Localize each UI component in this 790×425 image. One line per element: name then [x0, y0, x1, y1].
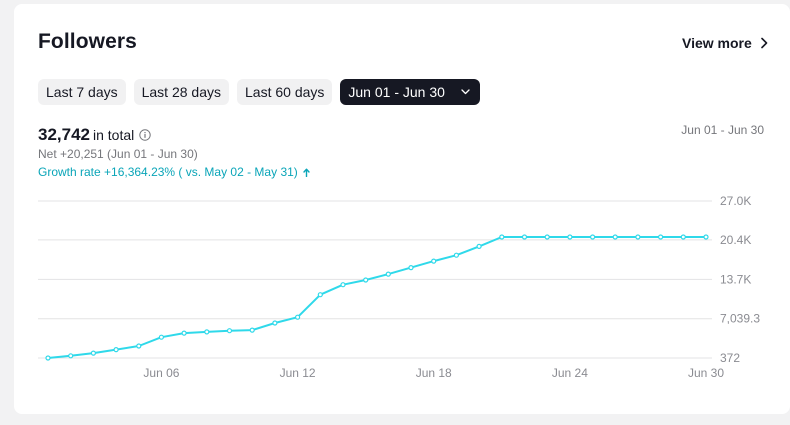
data-point[interactable] [612, 234, 618, 240]
y-tick-label: 7,039.3 [720, 312, 760, 326]
filter-custom-range-dropdown[interactable]: Jun 01 - Jun 30 [340, 79, 480, 105]
card-title: Followers [38, 30, 137, 53]
filter-label: Jun 01 - Jun 30 [348, 84, 445, 100]
data-point[interactable] [158, 334, 164, 340]
info-icon[interactable] [139, 129, 151, 141]
data-point[interactable] [521, 234, 528, 240]
followers-card: Followers View more Last 7 days Last 28 … [14, 4, 790, 414]
y-tick-label: 27.0K [720, 194, 751, 208]
x-tick-label: Jun 06 [143, 366, 179, 380]
chevron-down-icon [461, 89, 470, 95]
data-point[interactable] [453, 252, 459, 258]
y-tick-label: 13.7K [720, 272, 751, 286]
data-point[interactable] [363, 277, 369, 283]
y-tick-label: 20.4K [720, 233, 751, 247]
data-point[interactable] [431, 258, 437, 264]
filter-last-7-days[interactable]: Last 7 days [38, 79, 126, 105]
data-point[interactable] [113, 347, 119, 353]
data-point[interactable] [68, 353, 74, 359]
data-point[interactable] [249, 327, 255, 333]
data-point[interactable] [567, 234, 573, 240]
data-point[interactable] [476, 243, 482, 249]
data-point[interactable] [680, 234, 686, 240]
data-point[interactable] [385, 271, 391, 277]
data-point[interactable] [295, 314, 301, 320]
data-point[interactable] [272, 320, 278, 326]
followers-series-line [47, 236, 706, 359]
y-tick-label: 372 [720, 351, 740, 365]
chart-range-label: Jun 01 - Jun 30 [681, 123, 764, 137]
total-followers: 32,742 in total [38, 125, 151, 145]
x-tick-label: Jun 12 [280, 366, 316, 380]
filter-last-60-days[interactable]: Last 60 days [237, 79, 333, 105]
data-point[interactable] [589, 234, 596, 240]
data-point[interactable] [204, 329, 210, 335]
data-point[interactable] [408, 265, 414, 271]
growth-rate-text: Growth rate +16,364.23% ( vs. May 02 - M… [38, 165, 298, 179]
filter-label: Last 60 days [245, 84, 325, 100]
data-point[interactable] [136, 343, 142, 349]
net-change: Net +20,251 (Jun 01 - Jun 30) [38, 147, 198, 161]
data-point[interactable] [544, 234, 550, 240]
data-point[interactable] [657, 234, 664, 240]
data-point[interactable] [703, 234, 709, 240]
data-point[interactable] [317, 292, 323, 298]
data-point[interactable] [226, 328, 233, 334]
x-tick-label: Jun 24 [552, 366, 588, 380]
growth-rate: Growth rate +16,364.23% ( vs. May 02 - M… [38, 165, 310, 179]
date-range-filters: Last 7 days Last 28 days Last 60 days Ju… [38, 79, 480, 105]
total-value: 32,742 [38, 125, 90, 144]
view-more-label: View more [682, 35, 752, 51]
chevron-right-icon [760, 37, 768, 49]
filter-label: Last 28 days [141, 84, 221, 100]
data-point[interactable] [45, 355, 51, 361]
view-more-link[interactable]: View more [682, 35, 768, 51]
x-tick-label: Jun 30 [688, 366, 724, 380]
data-point[interactable] [635, 234, 641, 240]
x-tick-label: Jun 18 [416, 366, 452, 380]
data-point[interactable] [499, 234, 505, 240]
arrow-up-icon [303, 168, 310, 177]
data-point[interactable] [340, 282, 346, 288]
filter-last-28-days[interactable]: Last 28 days [133, 79, 229, 105]
followers-line-chart: 27.0K 20.4K 13.7K 7,039.3 372 Jun 06 Jun 12 Jun… [38, 194, 760, 380]
data-point[interactable] [90, 350, 97, 356]
total-unit: in total [93, 127, 135, 143]
data-point[interactable] [181, 330, 187, 336]
filter-label: Last 7 days [46, 84, 118, 100]
